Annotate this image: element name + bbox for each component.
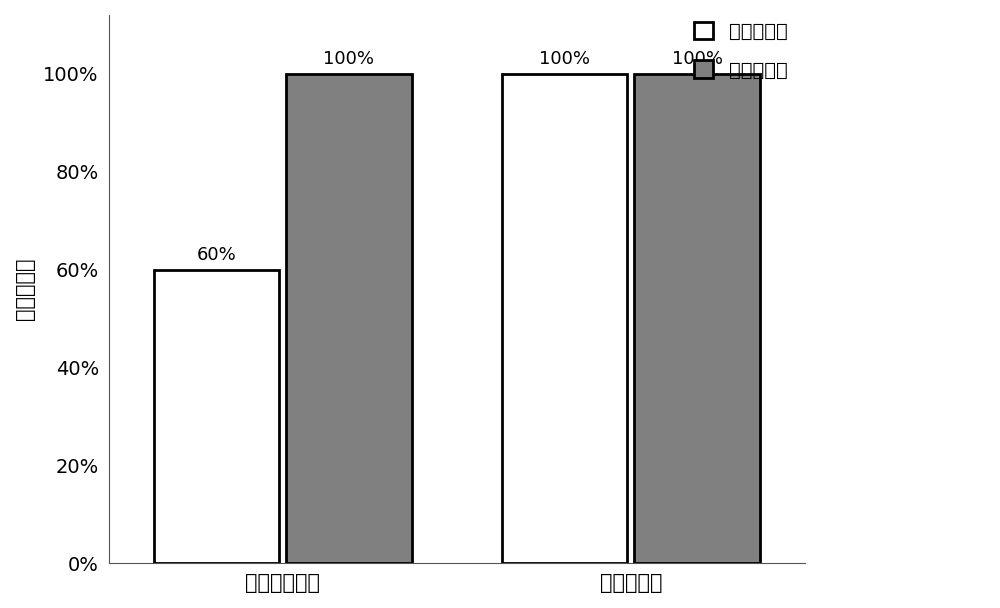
Text: 60%: 60%	[197, 246, 236, 264]
Text: 100%: 100%	[539, 50, 590, 68]
Bar	[634, 74, 760, 563]
Bar	[286, 74, 412, 563]
Text: 100%: 100%	[672, 50, 723, 68]
Text: 100%: 100%	[323, 50, 374, 68]
Bar	[502, 74, 627, 563]
Y-axis label: 诊断正确率: 诊断正确率	[15, 258, 35, 320]
Bar	[154, 269, 279, 563]
Legend: 腺苷脱氨酶, 组合标志物: 腺苷脱氨酶, 组合标志物	[686, 14, 795, 88]
